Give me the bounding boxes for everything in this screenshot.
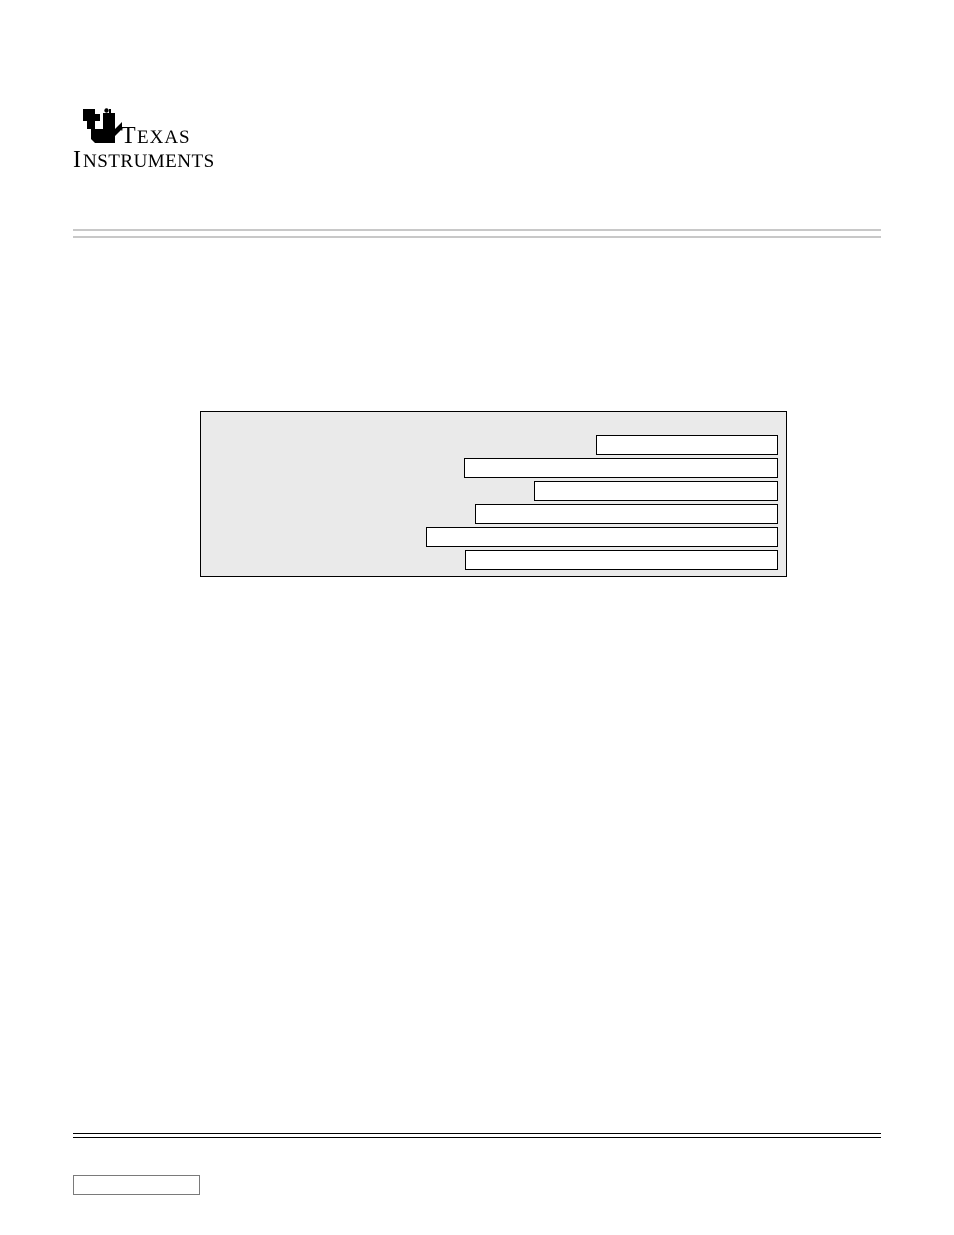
panel-bar: [596, 435, 778, 455]
footer-box: [73, 1175, 200, 1195]
header-rule-top: [73, 229, 881, 231]
svg-text:EXAS: EXAS: [137, 127, 191, 148]
figure-panel: [200, 411, 787, 577]
panel-bar: [475, 504, 778, 524]
header-rule-bottom: [73, 236, 881, 238]
panel-bar: [464, 458, 778, 478]
ti-logo: T EXAS I NSTRUMENTS: [73, 107, 253, 175]
footer-rule-outer: [73, 1133, 881, 1134]
svg-text:T: T: [121, 123, 137, 149]
panel-bar: [534, 481, 778, 501]
svg-text:I: I: [73, 147, 82, 173]
document-page: T EXAS I NSTRUMENTS: [0, 0, 954, 1235]
footer-rule-inner: [73, 1137, 881, 1138]
svg-text:NSTRUMENTS: NSTRUMENTS: [83, 151, 215, 172]
panel-bar: [465, 550, 778, 570]
panel-bar: [426, 527, 778, 547]
